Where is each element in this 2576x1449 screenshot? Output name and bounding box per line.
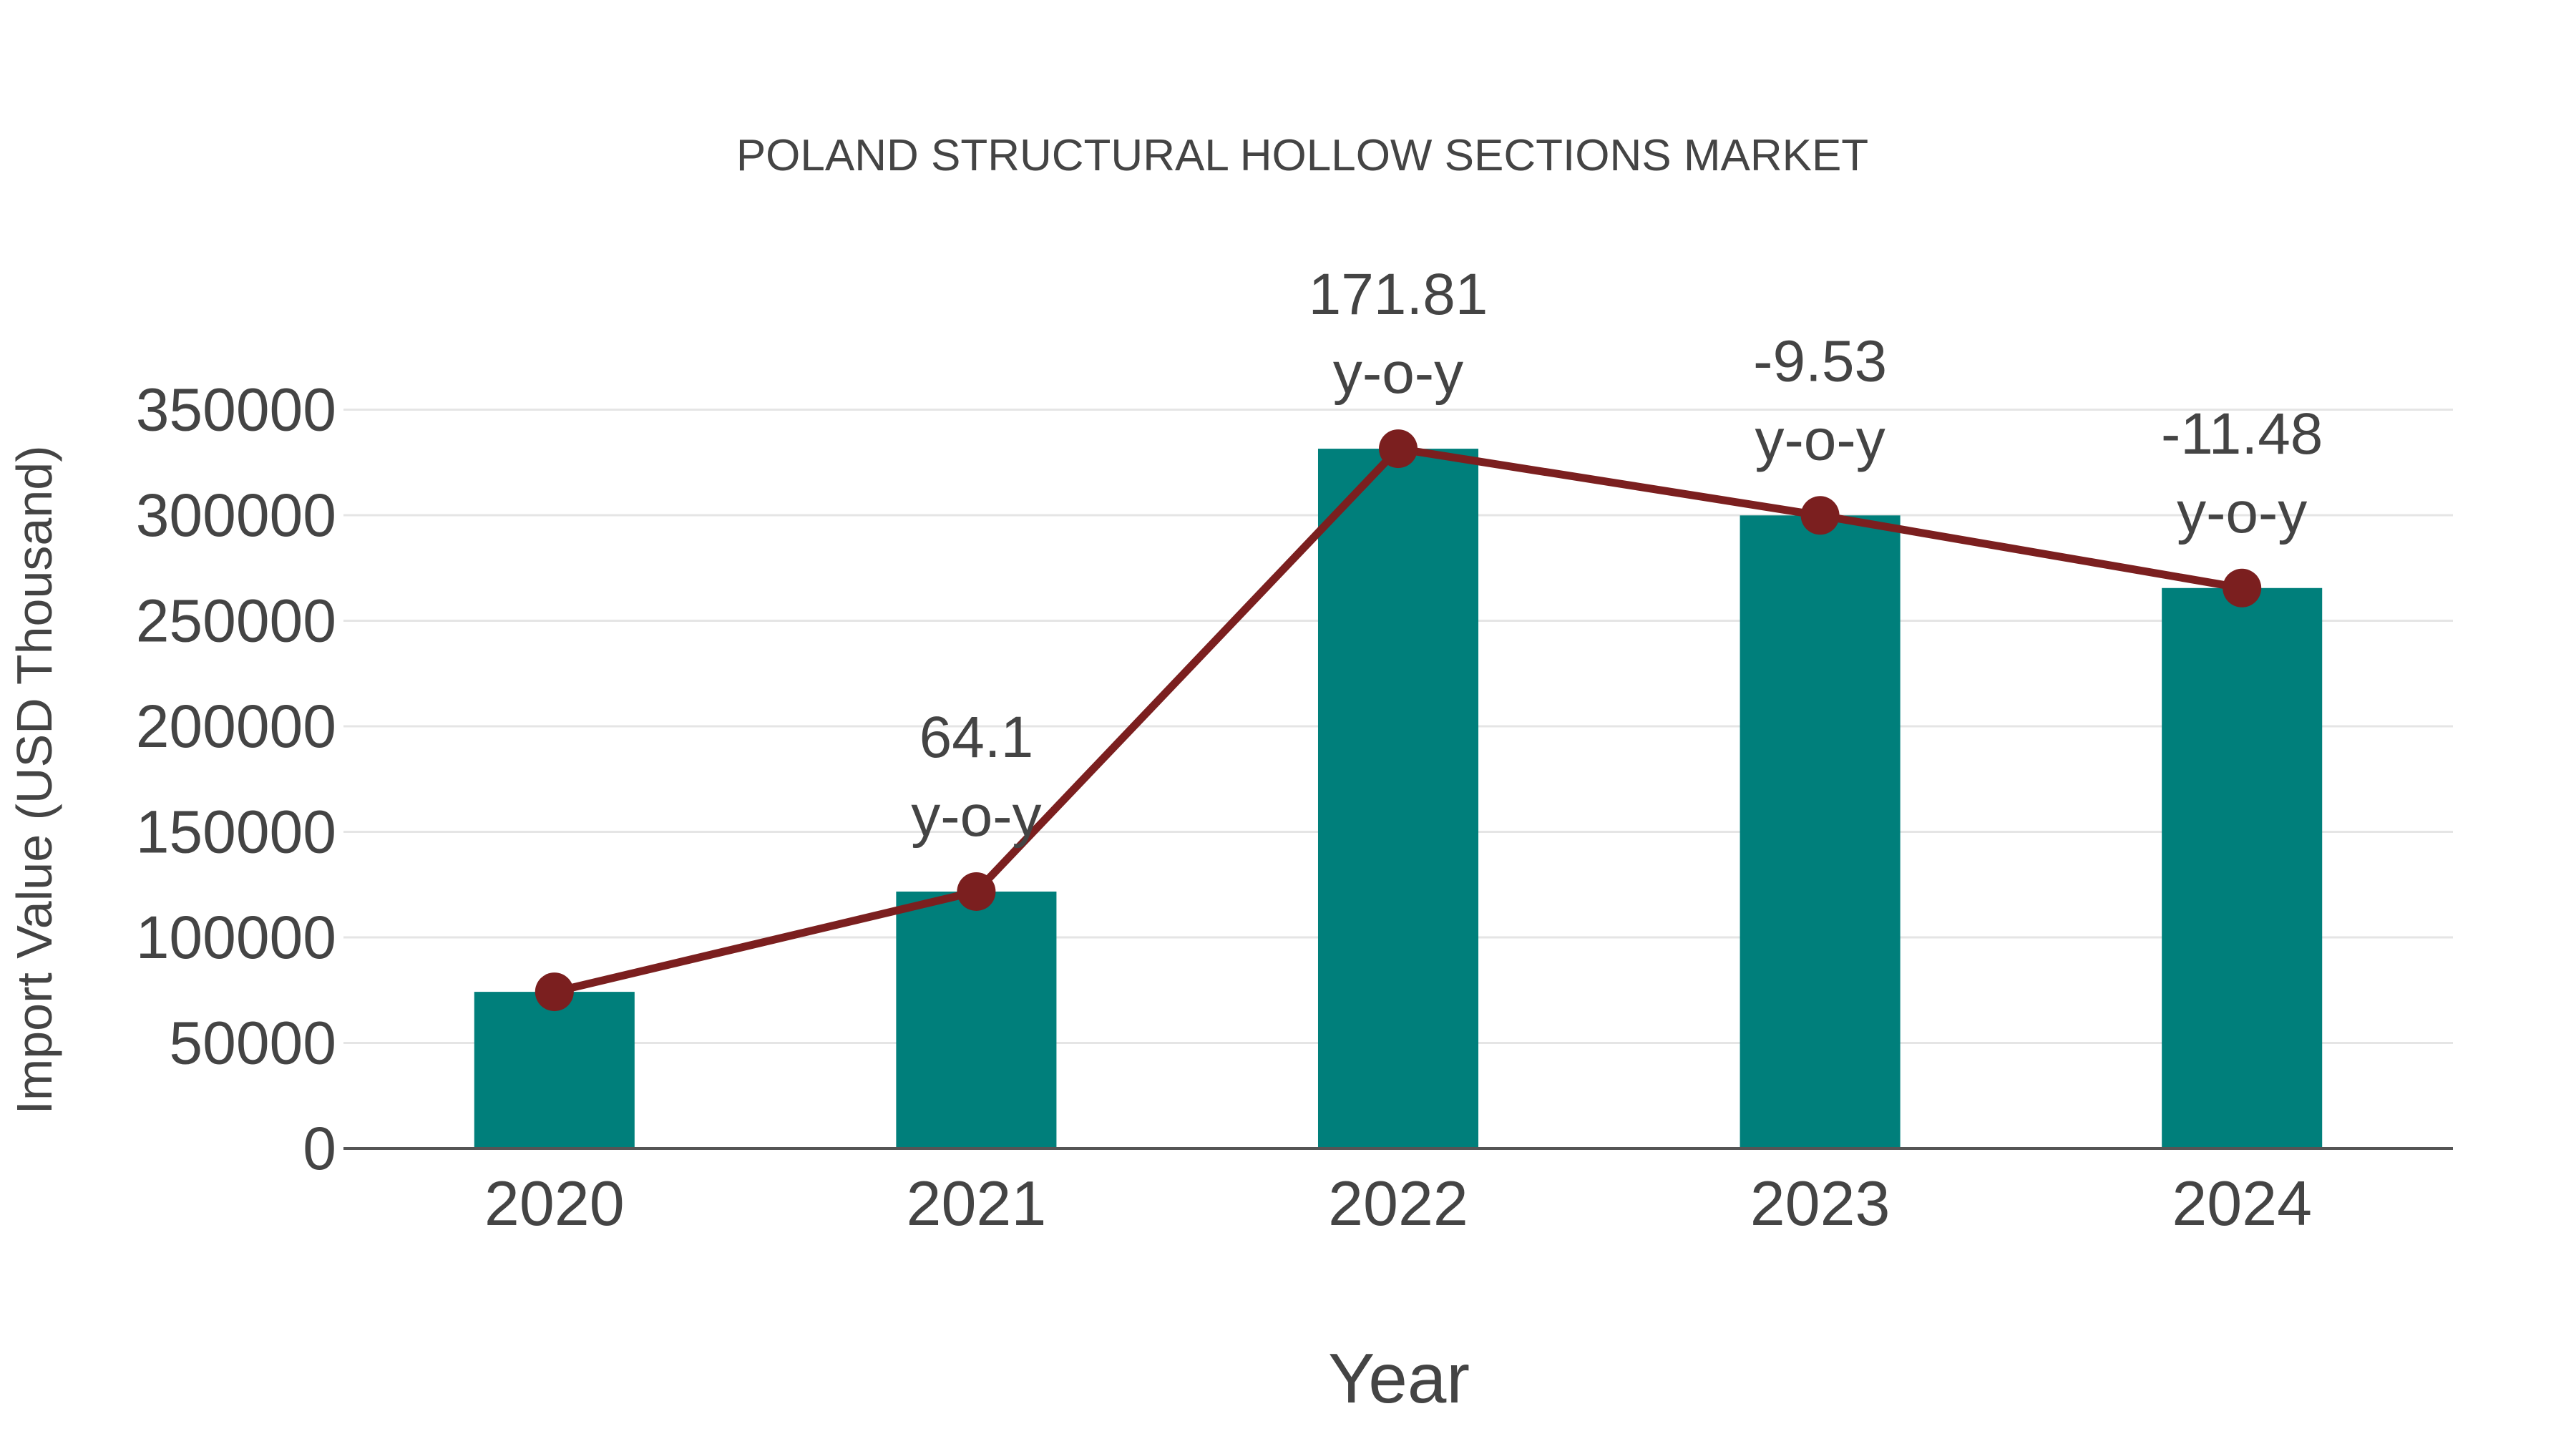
y-tick-label: 300000 bbox=[136, 482, 336, 549]
bar-2023 bbox=[1740, 515, 1901, 1148]
x-tick-label: 2022 bbox=[1328, 1168, 1468, 1239]
bar-2021 bbox=[896, 891, 1057, 1148]
x-tick-label: 2024 bbox=[2172, 1168, 2312, 1239]
line-marker-2020 bbox=[535, 972, 574, 1012]
y-tick-label: 250000 bbox=[136, 587, 336, 655]
y-tick-label: 200000 bbox=[136, 693, 336, 760]
line-series bbox=[535, 429, 2262, 1012]
line-marker-2021 bbox=[957, 872, 996, 911]
yoy-value: 64.1 bbox=[919, 705, 1034, 770]
yoy-value: 171.81 bbox=[1309, 262, 1488, 327]
annotation-2022: 171.81 y-o-y bbox=[1309, 262, 1488, 406]
bar-2020 bbox=[474, 992, 635, 1148]
yoy-value: -11.48 bbox=[2161, 401, 2323, 467]
yoy-annotations: 64.1 y-o-y 171.81 y-o-y -9.53 y-o-y -11.48 y-o-… bbox=[911, 262, 2323, 849]
line-marker-2023 bbox=[1800, 496, 1840, 535]
y-tick-label: 0 bbox=[303, 1115, 336, 1182]
annotation-2023: -9.53 y-o-y bbox=[1753, 328, 1887, 472]
yoy-label: y-o-y bbox=[2177, 480, 2307, 545]
yoy-label: y-o-y bbox=[1755, 407, 1885, 472]
x-tick-label: 2021 bbox=[907, 1168, 1047, 1239]
chart-title: POLAND STRUCTURAL HOLLOW SECTIONS MARKET bbox=[736, 131, 1868, 180]
line-marker-2022 bbox=[1379, 429, 1418, 469]
y-tick-label: 350000 bbox=[136, 376, 336, 444]
yoy-label: y-o-y bbox=[911, 784, 1041, 849]
yoy-label: y-o-y bbox=[1333, 341, 1463, 406]
x-tick-label: 2020 bbox=[484, 1168, 625, 1239]
x-tick-label: 2023 bbox=[1750, 1168, 1890, 1239]
y-axis-ticks: 0 50000 100000 150000 200000 250000 300000 3500… bbox=[136, 376, 336, 1183]
y-tick-label: 100000 bbox=[136, 904, 336, 971]
bar-series bbox=[474, 449, 2323, 1148]
y-tick-label: 150000 bbox=[136, 799, 336, 866]
y-axis-title: Import Value (USD Thousand) bbox=[6, 445, 62, 1114]
bar-2022 bbox=[1317, 449, 1479, 1148]
line-marker-2024 bbox=[2223, 568, 2262, 608]
x-axis-ticks: 2020 2021 2022 2023 2024 bbox=[484, 1168, 2312, 1239]
annotation-2024: -11.48 y-o-y bbox=[2161, 401, 2323, 545]
y-tick-label: 50000 bbox=[169, 1010, 336, 1077]
yoy-value: -9.53 bbox=[1753, 328, 1887, 394]
bar-2024 bbox=[2162, 587, 2323, 1148]
annotation-2021: 64.1 y-o-y bbox=[911, 705, 1041, 849]
x-axis-title: Year bbox=[1328, 1339, 1470, 1418]
